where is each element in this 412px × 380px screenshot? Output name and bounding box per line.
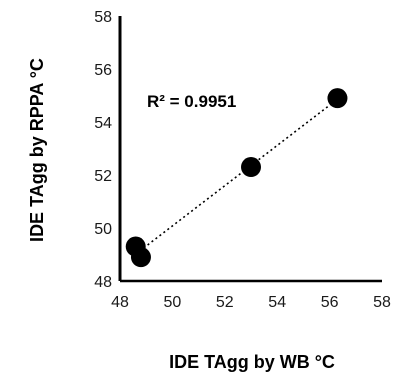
data-point — [130, 247, 151, 268]
y-tick-label: 58 — [94, 9, 112, 26]
trendline — [135, 98, 338, 255]
data-points — [125, 88, 348, 268]
x-tick-label: 54 — [268, 294, 286, 311]
y-tick-label: 54 — [94, 115, 112, 132]
y-tick-label: 52 — [94, 168, 112, 185]
y-tick-label: 50 — [94, 221, 112, 238]
x-tick-label: 50 — [164, 294, 182, 311]
x-tick-label: 58 — [373, 294, 391, 311]
x-tick-label: 52 — [216, 294, 234, 311]
x-tick-label: 56 — [321, 294, 339, 311]
y-tick-label: 56 — [94, 62, 112, 79]
x-axis-title: IDE TAgg by WB °C — [169, 352, 335, 372]
y-tick-label: 48 — [94, 274, 112, 291]
x-tick-labels: 48 50 52 54 56 58 — [111, 294, 391, 311]
y-tick-labels: 48 50 52 54 56 58 — [94, 9, 112, 291]
y-axis-title: IDE TAgg by RPPA °C — [27, 58, 47, 242]
x-tick-label: 48 — [111, 294, 129, 311]
data-point — [327, 88, 348, 109]
r-squared-annotation: R² = 0.9951 — [147, 92, 236, 111]
data-point — [241, 157, 261, 178]
